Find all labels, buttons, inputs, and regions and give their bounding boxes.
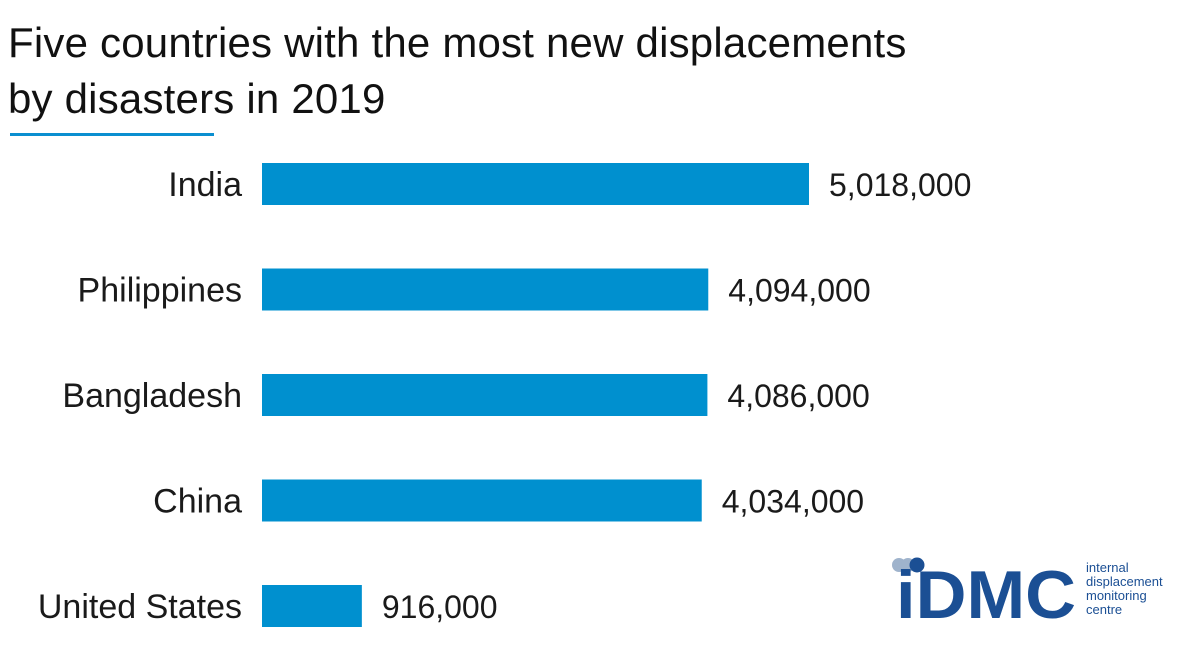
chart-title-line-2: by disasters in 2019 — [8, 75, 386, 122]
title-underline — [10, 133, 214, 136]
idmc-logo: iDMC internal displacement monitoring ce… — [892, 557, 1163, 632]
category-label: United States — [38, 588, 242, 626]
logo-tagline-line-4: centre — [1086, 602, 1122, 617]
logo-tagline-line-1: internal — [1086, 560, 1129, 575]
category-label: China — [153, 483, 242, 521]
logo-wordmark: iDMC — [896, 557, 1076, 632]
bar — [262, 163, 809, 205]
category-label: India — [168, 166, 242, 204]
bar — [262, 374, 708, 416]
logo-tagline-line-3: monitoring — [1086, 588, 1147, 603]
value-label: 4,034,000 — [722, 484, 864, 520]
value-label: 916,000 — [382, 589, 498, 625]
logo-dot-3 — [909, 557, 925, 573]
logo-tagline-line-2: displacement — [1086, 574, 1163, 589]
value-label: 4,086,000 — [727, 378, 869, 414]
category-label: Philippines — [78, 272, 242, 310]
bar — [262, 585, 362, 627]
category-label: Bangladesh — [62, 377, 242, 415]
bar — [262, 479, 702, 522]
value-label: 4,094,000 — [728, 273, 870, 309]
chart-title-line-1: Five countries with the most new displac… — [8, 19, 907, 66]
bar — [262, 268, 709, 311]
value-label: 5,018,000 — [829, 167, 971, 203]
